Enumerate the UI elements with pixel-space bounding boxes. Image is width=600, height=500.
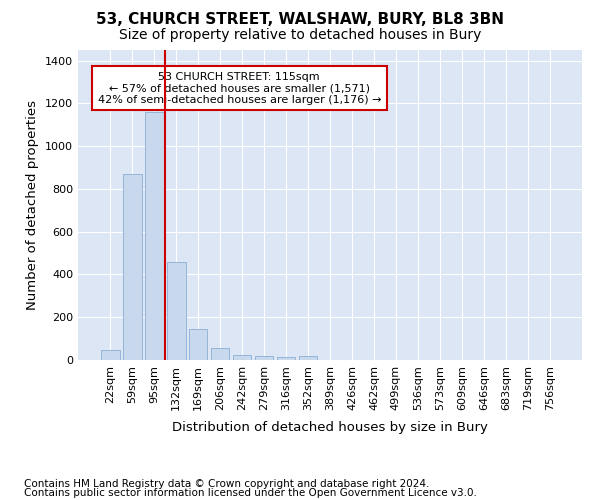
Bar xyxy=(167,262,185,360)
Text: Contains HM Land Registry data © Crown copyright and database right 2024.: Contains HM Land Registry data © Crown c… xyxy=(24,479,430,489)
Bar xyxy=(123,174,142,360)
X-axis label: Distribution of detached houses by size in Bury: Distribution of detached houses by size … xyxy=(172,421,488,434)
Y-axis label: Number of detached properties: Number of detached properties xyxy=(26,100,40,310)
Text: 53, CHURCH STREET, WALSHAW, BURY, BL8 3BN: 53, CHURCH STREET, WALSHAW, BURY, BL8 3B… xyxy=(96,12,504,28)
Text: Contains public sector information licensed under the Open Government Licence v3: Contains public sector information licen… xyxy=(24,488,477,498)
Text: 53 CHURCH STREET: 115sqm
← 57% of detached houses are smaller (1,571)
42% of sem: 53 CHURCH STREET: 115sqm ← 57% of detach… xyxy=(98,72,381,105)
Bar xyxy=(299,356,317,360)
Text: Size of property relative to detached houses in Bury: Size of property relative to detached ho… xyxy=(119,28,481,42)
Bar xyxy=(101,350,119,360)
Bar xyxy=(255,356,274,360)
Bar xyxy=(233,354,251,360)
Bar xyxy=(189,329,208,360)
Bar xyxy=(211,348,229,360)
Bar xyxy=(277,357,295,360)
Bar xyxy=(145,112,164,360)
